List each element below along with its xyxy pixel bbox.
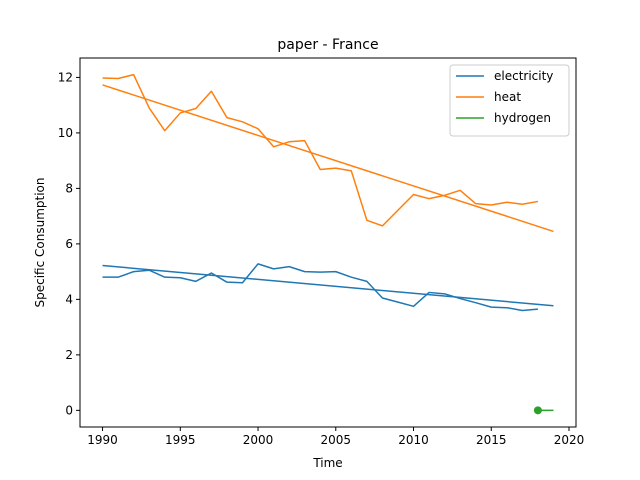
x-tick-label: 2000 — [243, 433, 274, 447]
y-tick-label: 4 — [65, 292, 73, 306]
legend-label: heat — [494, 90, 521, 104]
x-tick-label: 2020 — [554, 433, 585, 447]
series-layer — [102, 73, 554, 415]
y-tick-label: 6 — [65, 237, 73, 251]
legend-item-heat: heat — [456, 90, 521, 104]
x-axis-label: Time — [312, 456, 342, 470]
legend-label: hydrogen — [494, 111, 551, 125]
y-axis: 0 2 4 6 8 10 12 — [58, 70, 80, 417]
y-tick-label: 0 — [65, 403, 73, 417]
trend-line-heat — [102, 84, 554, 233]
series-electricity — [102, 263, 554, 312]
data-point-hydrogen — [533, 406, 542, 415]
chart-title: paper - France — [277, 37, 378, 53]
legend-label: electricity — [494, 69, 553, 83]
y-tick-label: 12 — [58, 70, 73, 84]
x-tick-label: 2010 — [398, 433, 429, 447]
series-line-electricity — [102, 263, 538, 312]
legend: electricity heat hydrogen — [449, 64, 570, 137]
x-tick-label: 2015 — [476, 433, 507, 447]
y-tick-label: 10 — [58, 126, 73, 140]
y-tick-label: 8 — [65, 181, 73, 195]
x-tick-label: 1990 — [87, 433, 118, 447]
x-tick-label: 1995 — [165, 433, 196, 447]
x-axis: 1990 1995 2000 2005 2010 2015 2020 — [87, 427, 584, 447]
series-line-heat — [102, 73, 539, 227]
plot-frame — [79, 57, 577, 428]
legend-item-hydrogen: hydrogen — [456, 111, 551, 125]
y-axis-label: Specific Consumption — [33, 178, 47, 308]
series-hydrogen — [533, 406, 554, 415]
y-tick-label: 2 — [65, 348, 73, 362]
series-heat — [102, 73, 554, 233]
trend-line-electricity — [102, 264, 554, 307]
x-tick-label: 2005 — [321, 433, 352, 447]
legend-item-electricity: electricity — [456, 69, 553, 83]
